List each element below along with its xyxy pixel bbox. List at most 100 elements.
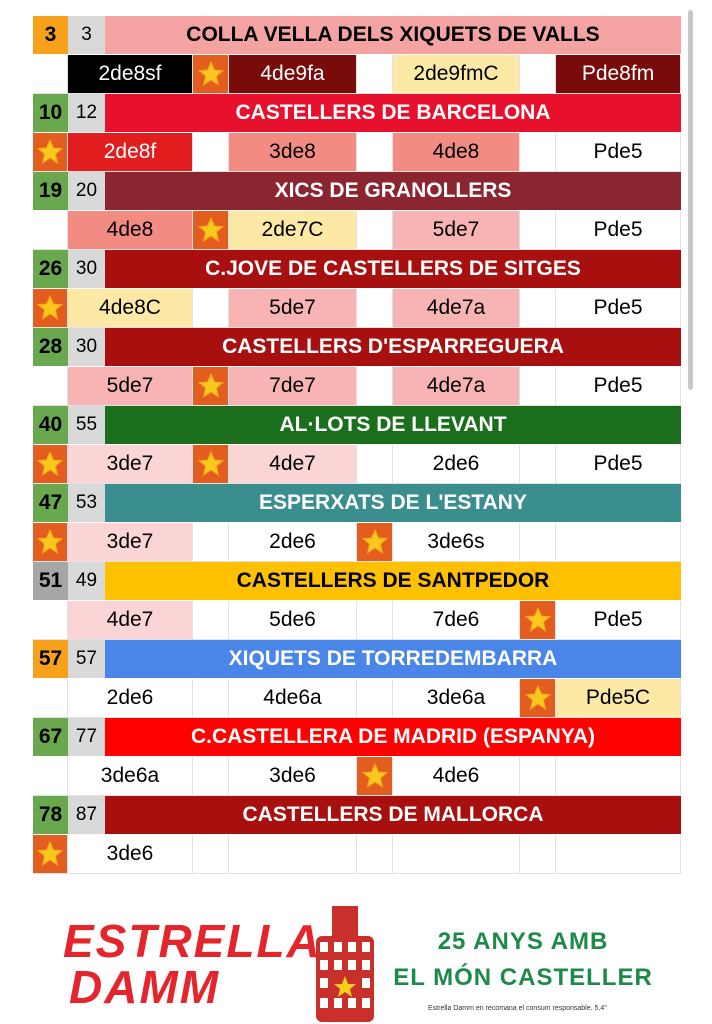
castell: 4de7: [68, 601, 193, 640]
empty-cell: [357, 601, 393, 640]
empty-cell: [556, 523, 681, 562]
previous-rank: 20: [68, 172, 105, 211]
rank: 19: [33, 172, 68, 211]
star: [33, 133, 68, 172]
star: [193, 367, 229, 406]
empty-cell: [520, 523, 556, 562]
star: [33, 289, 68, 328]
empty-cell: [33, 601, 68, 640]
star: [357, 523, 393, 562]
castell: 3de6a: [68, 757, 193, 796]
previous-rank: 57: [68, 640, 105, 679]
castell: 2de8f: [68, 133, 193, 172]
empty-cell: [393, 835, 520, 874]
castell: 2de9fmC: [393, 55, 520, 94]
empty-cell: [357, 133, 393, 172]
empty-cell: [357, 835, 393, 874]
castell: 5de6: [229, 601, 357, 640]
empty-cell: [193, 289, 229, 328]
team-name: CASTELLERS D'ESPARREGUERA: [105, 328, 681, 367]
castell: Pde5: [556, 601, 681, 640]
castell: 3de7: [68, 445, 193, 484]
rank: 3: [33, 16, 68, 55]
rank: 40: [33, 406, 68, 445]
castell: 2de6: [68, 679, 193, 718]
empty-cell: [520, 211, 556, 250]
rank: 57: [33, 640, 68, 679]
castell: 4de6a: [229, 679, 357, 718]
advertisement: ESTRELLA DAMM 25 ANYS AMB EL MÓN CASTELL…: [33, 884, 681, 1024]
castell: Pde5: [556, 445, 681, 484]
team-name: COLLA VELLA DELS XIQUETS DE VALLS: [105, 16, 681, 55]
ad-disclaimer: Estrella Damm en recomana el consum resp…: [428, 1005, 608, 1012]
empty-cell: [357, 445, 393, 484]
castell: 4de8: [393, 133, 520, 172]
empty-cell: [33, 211, 68, 250]
star: [193, 445, 229, 484]
empty-cell: [520, 55, 556, 94]
empty-cell: [357, 289, 393, 328]
castell: Pde5: [556, 367, 681, 406]
castell: 3de7: [68, 523, 193, 562]
castell: 4de8: [68, 211, 193, 250]
castell: 3de6s: [393, 523, 520, 562]
empty-cell: [520, 367, 556, 406]
previous-rank: 53: [68, 484, 105, 523]
star: [33, 835, 68, 874]
ad-slogan: EL MÓN CASTELLER: [393, 964, 653, 991]
empty-cell: [357, 367, 393, 406]
ad-brand: DAMM: [69, 961, 221, 1013]
castell: 5de7: [393, 211, 520, 250]
previous-rank: 3: [68, 16, 105, 55]
ad-bottle: [316, 906, 374, 1022]
rank: 78: [33, 796, 68, 835]
empty-cell: [520, 757, 556, 796]
previous-rank: 87: [68, 796, 105, 835]
castell: 3de6: [229, 757, 357, 796]
team-name: XIQUETS DE TORREDEMBARRA: [105, 640, 681, 679]
star: [193, 211, 229, 250]
empty-cell: [357, 55, 393, 94]
castell: 3de6a: [393, 679, 520, 718]
previous-rank: 30: [68, 328, 105, 367]
empty-cell: [33, 367, 68, 406]
castell: 4de6: [393, 757, 520, 796]
previous-rank: 49: [68, 562, 105, 601]
empty-cell: [33, 679, 68, 718]
castell: 3de8: [229, 133, 357, 172]
empty-cell: [33, 757, 68, 796]
rank: 26: [33, 250, 68, 289]
empty-cell: [193, 835, 229, 874]
castell: 7de6: [393, 601, 520, 640]
scrollbar: [688, 10, 693, 390]
empty-cell: [357, 679, 393, 718]
castell: 4de7a: [393, 289, 520, 328]
star: [33, 445, 68, 484]
star: [193, 55, 229, 94]
team-name: AL·LOTS DE LLEVANT: [105, 406, 681, 445]
castell: 3de6: [68, 835, 193, 874]
team-name: ESPERXATS DE L'ESTANY: [105, 484, 681, 523]
empty-cell: [193, 601, 229, 640]
castell: Pde5: [556, 211, 681, 250]
empty-cell: [520, 289, 556, 328]
castell: 2de6: [229, 523, 357, 562]
castell: 4de8C: [68, 289, 193, 328]
star: [357, 757, 393, 796]
castell: 5de7: [229, 289, 357, 328]
empty-cell: [520, 445, 556, 484]
rank: 51: [33, 562, 68, 601]
empty-cell: [520, 835, 556, 874]
empty-cell: [556, 757, 681, 796]
previous-rank: 77: [68, 718, 105, 757]
team-name: C.CASTELLERA DE MADRID (ESPANYA): [105, 718, 681, 757]
castell: 2de8sf: [68, 55, 193, 94]
empty-cell: [357, 211, 393, 250]
team-name: CASTELLERS DE BARCELONA: [105, 94, 681, 133]
ad-slogan: 25 ANYS AMB: [437, 928, 609, 955]
castell: Pde8fm: [556, 55, 681, 94]
empty-cell: [193, 523, 229, 562]
team-name: CASTELLERS DE SANTPEDOR: [105, 562, 681, 601]
empty-cell: [193, 757, 229, 796]
